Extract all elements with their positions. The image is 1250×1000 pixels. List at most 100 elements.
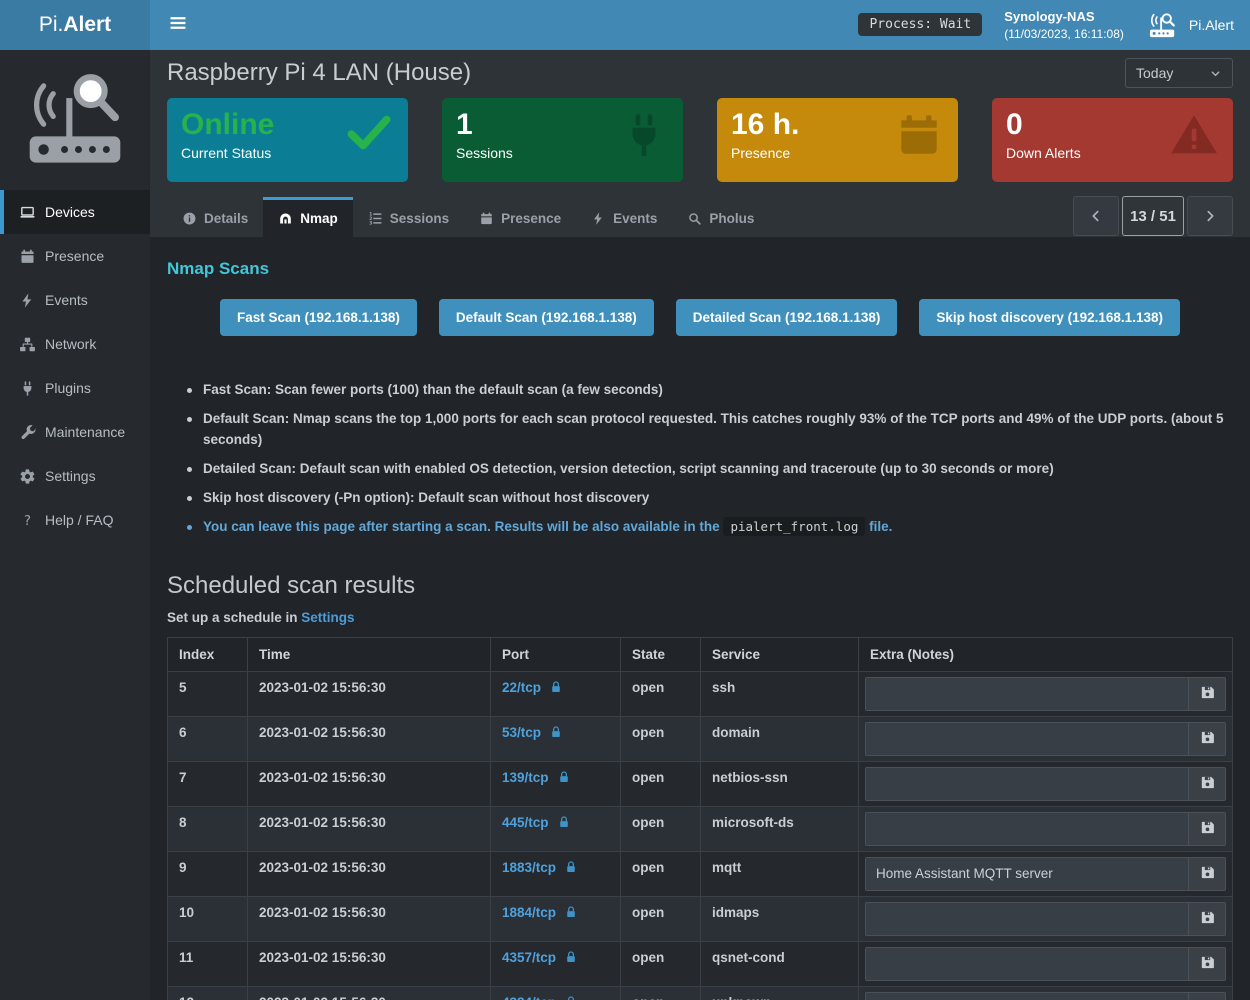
calendar-icon	[894, 110, 944, 160]
tab-nmap[interactable]: Nmap	[263, 197, 353, 237]
sidebar-item-label: Network	[45, 336, 97, 352]
top-navbar: Pi. Alert Process: Wait Synology-NAS (11/…	[0, 0, 1250, 50]
save-note-button[interactable]	[1188, 902, 1225, 935]
card-value: 16 h.	[731, 108, 800, 141]
wrench-icon	[19, 424, 36, 441]
save-icon	[1199, 819, 1216, 839]
port-link[interactable]: 22/tcp	[502, 680, 563, 695]
next-device-button[interactable]	[1187, 196, 1233, 236]
tab-label: Details	[204, 211, 249, 226]
cell-service: domain	[700, 715, 859, 762]
save-note-button[interactable]	[1188, 677, 1225, 710]
note-input[interactable]	[866, 722, 1188, 755]
sidebar-item-presence[interactable]: Presence	[0, 234, 150, 278]
nmap-icon	[278, 211, 293, 226]
note-input[interactable]	[866, 947, 1188, 980]
save-note-button[interactable]	[1188, 722, 1225, 755]
prev-device-button[interactable]	[1073, 196, 1119, 236]
sidebar-item-devices[interactable]: Devices	[0, 190, 150, 234]
brand-prefix: Pi.	[38, 13, 64, 36]
save-note-button[interactable]	[1188, 767, 1225, 800]
lock-icon	[564, 950, 578, 964]
note-input[interactable]	[866, 812, 1188, 845]
card-value: 0	[1006, 108, 1023, 141]
scheduled-results-heading: Scheduled scan results	[167, 571, 416, 599]
port-text: 53/tcp	[502, 724, 542, 740]
cell-note	[858, 760, 1233, 807]
sidebar-item-events[interactable]: Events	[0, 278, 150, 322]
save-note-button[interactable]	[1188, 812, 1225, 845]
cell-time: 2023-01-02 15:56:30	[247, 940, 491, 987]
note-input[interactable]	[866, 857, 1188, 890]
svg-text:3: 3	[369, 220, 372, 226]
sidebar-item-plugins[interactable]: Plugins	[0, 366, 150, 410]
main-content: Raspberry Pi 4 LAN (House) Today Online C…	[150, 50, 1250, 1000]
nmap-tab-panel: Nmap Scans Fast Scan (192.168.1.138) Defa…	[150, 237, 1250, 1000]
calendar-icon	[479, 211, 494, 226]
lock-icon	[557, 770, 571, 784]
card-label: Presence	[731, 145, 791, 161]
save-note-button[interactable]	[1188, 857, 1225, 890]
sidebar-item-label: Settings	[45, 468, 96, 484]
pialert-router-icon	[1146, 11, 1180, 39]
cell-index: 8	[167, 805, 248, 852]
info-icon	[182, 211, 197, 226]
note-input[interactable]	[866, 902, 1188, 935]
sidebar-item-help-faq[interactable]: ? Help / FAQ	[0, 498, 150, 542]
save-icon	[1199, 954, 1216, 974]
sidebar-item-settings[interactable]: Settings	[0, 454, 150, 498]
tab-events[interactable]: Events	[576, 197, 672, 237]
port-link[interactable]: 4357/tcp	[502, 950, 578, 965]
cell-service: netbios-ssn	[700, 760, 859, 807]
summary-card-down-alerts: 0 Down Alerts	[992, 98, 1233, 182]
tab-pholus[interactable]: Pholus	[672, 197, 769, 237]
cell-note	[858, 805, 1233, 852]
tab-details[interactable]: Details	[167, 197, 263, 237]
tab-presence[interactable]: Presence	[464, 197, 576, 237]
sidebar-menu: Devices Presence Events Network Plugins Maint…	[0, 190, 150, 542]
sidebar-item-maintenance[interactable]: Maintenance	[0, 410, 150, 454]
port-link[interactable]: 445/tcp	[502, 815, 571, 830]
port-link[interactable]: 1883/tcp	[502, 860, 578, 875]
period-selected-value: Today	[1136, 65, 1174, 81]
cell-state: open	[620, 850, 701, 897]
port-link[interactable]: 4384/tcp	[502, 995, 578, 1000]
save-note-button[interactable]	[1188, 992, 1225, 1000]
card-label: Sessions	[456, 145, 513, 161]
cell-state: open	[620, 985, 701, 1000]
scan-button-3[interactable]: Skip host discovery (192.168.1.138)	[919, 299, 1180, 336]
sidebar-item-label: Maintenance	[45, 424, 126, 440]
cell-time: 2023-01-02 15:56:30	[247, 805, 491, 852]
sidebar-toggle-icon[interactable]	[168, 13, 192, 37]
cell-port: 1883/tcp	[490, 850, 621, 897]
tab-sessions[interactable]: 1 2 3 Sessions	[353, 197, 464, 237]
sidebar-item-network[interactable]: Network	[0, 322, 150, 366]
column-header-port: Port	[490, 636, 621, 672]
cell-index: 12	[167, 985, 248, 1000]
port-link[interactable]: 139/tcp	[502, 770, 571, 785]
cell-note	[858, 985, 1233, 1000]
sidebar: Devices Presence Events Network Plugins Maint…	[0, 50, 150, 1000]
table-row: 9 2023-01-02 15:56:30 1883/tcp open mqtt	[167, 850, 1233, 897]
scan-button-1[interactable]: Default Scan (192.168.1.138)	[438, 299, 654, 336]
save-note-button[interactable]	[1188, 947, 1225, 980]
settings-link[interactable]: Settings	[301, 609, 355, 625]
brand-bold: Alert	[63, 13, 112, 36]
note-input[interactable]	[866, 767, 1188, 800]
port-link[interactable]: 53/tcp	[502, 725, 563, 740]
cell-port: 4357/tcp	[490, 940, 621, 987]
column-header-service: Service	[700, 636, 859, 672]
note-input[interactable]	[866, 992, 1188, 1000]
scan-button-0[interactable]: Fast Scan (192.168.1.138)	[220, 299, 417, 336]
scan-button-2[interactable]: Detailed Scan (192.168.1.138)	[675, 299, 898, 336]
cell-time: 2023-01-02 15:56:30	[247, 895, 491, 942]
port-link[interactable]: 1884/tcp	[502, 905, 578, 920]
table-row: 5 2023-01-02 15:56:30 22/tcp open ssh	[167, 670, 1233, 717]
period-dropdown[interactable]: Today	[1125, 58, 1233, 88]
user-menu[interactable]: Pi.Alert	[1146, 11, 1234, 39]
bolt-icon	[591, 211, 606, 226]
brand-logo[interactable]: Pi. Alert	[0, 0, 150, 50]
note-input[interactable]	[866, 677, 1188, 710]
bolt-icon	[19, 292, 36, 309]
sidebar-item-label: Events	[45, 292, 88, 308]
